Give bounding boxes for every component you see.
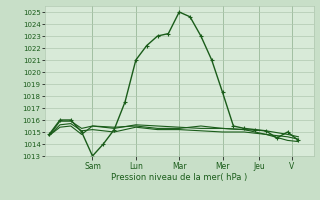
X-axis label: Pression niveau de la mer( hPa ): Pression niveau de la mer( hPa ) xyxy=(111,173,247,182)
